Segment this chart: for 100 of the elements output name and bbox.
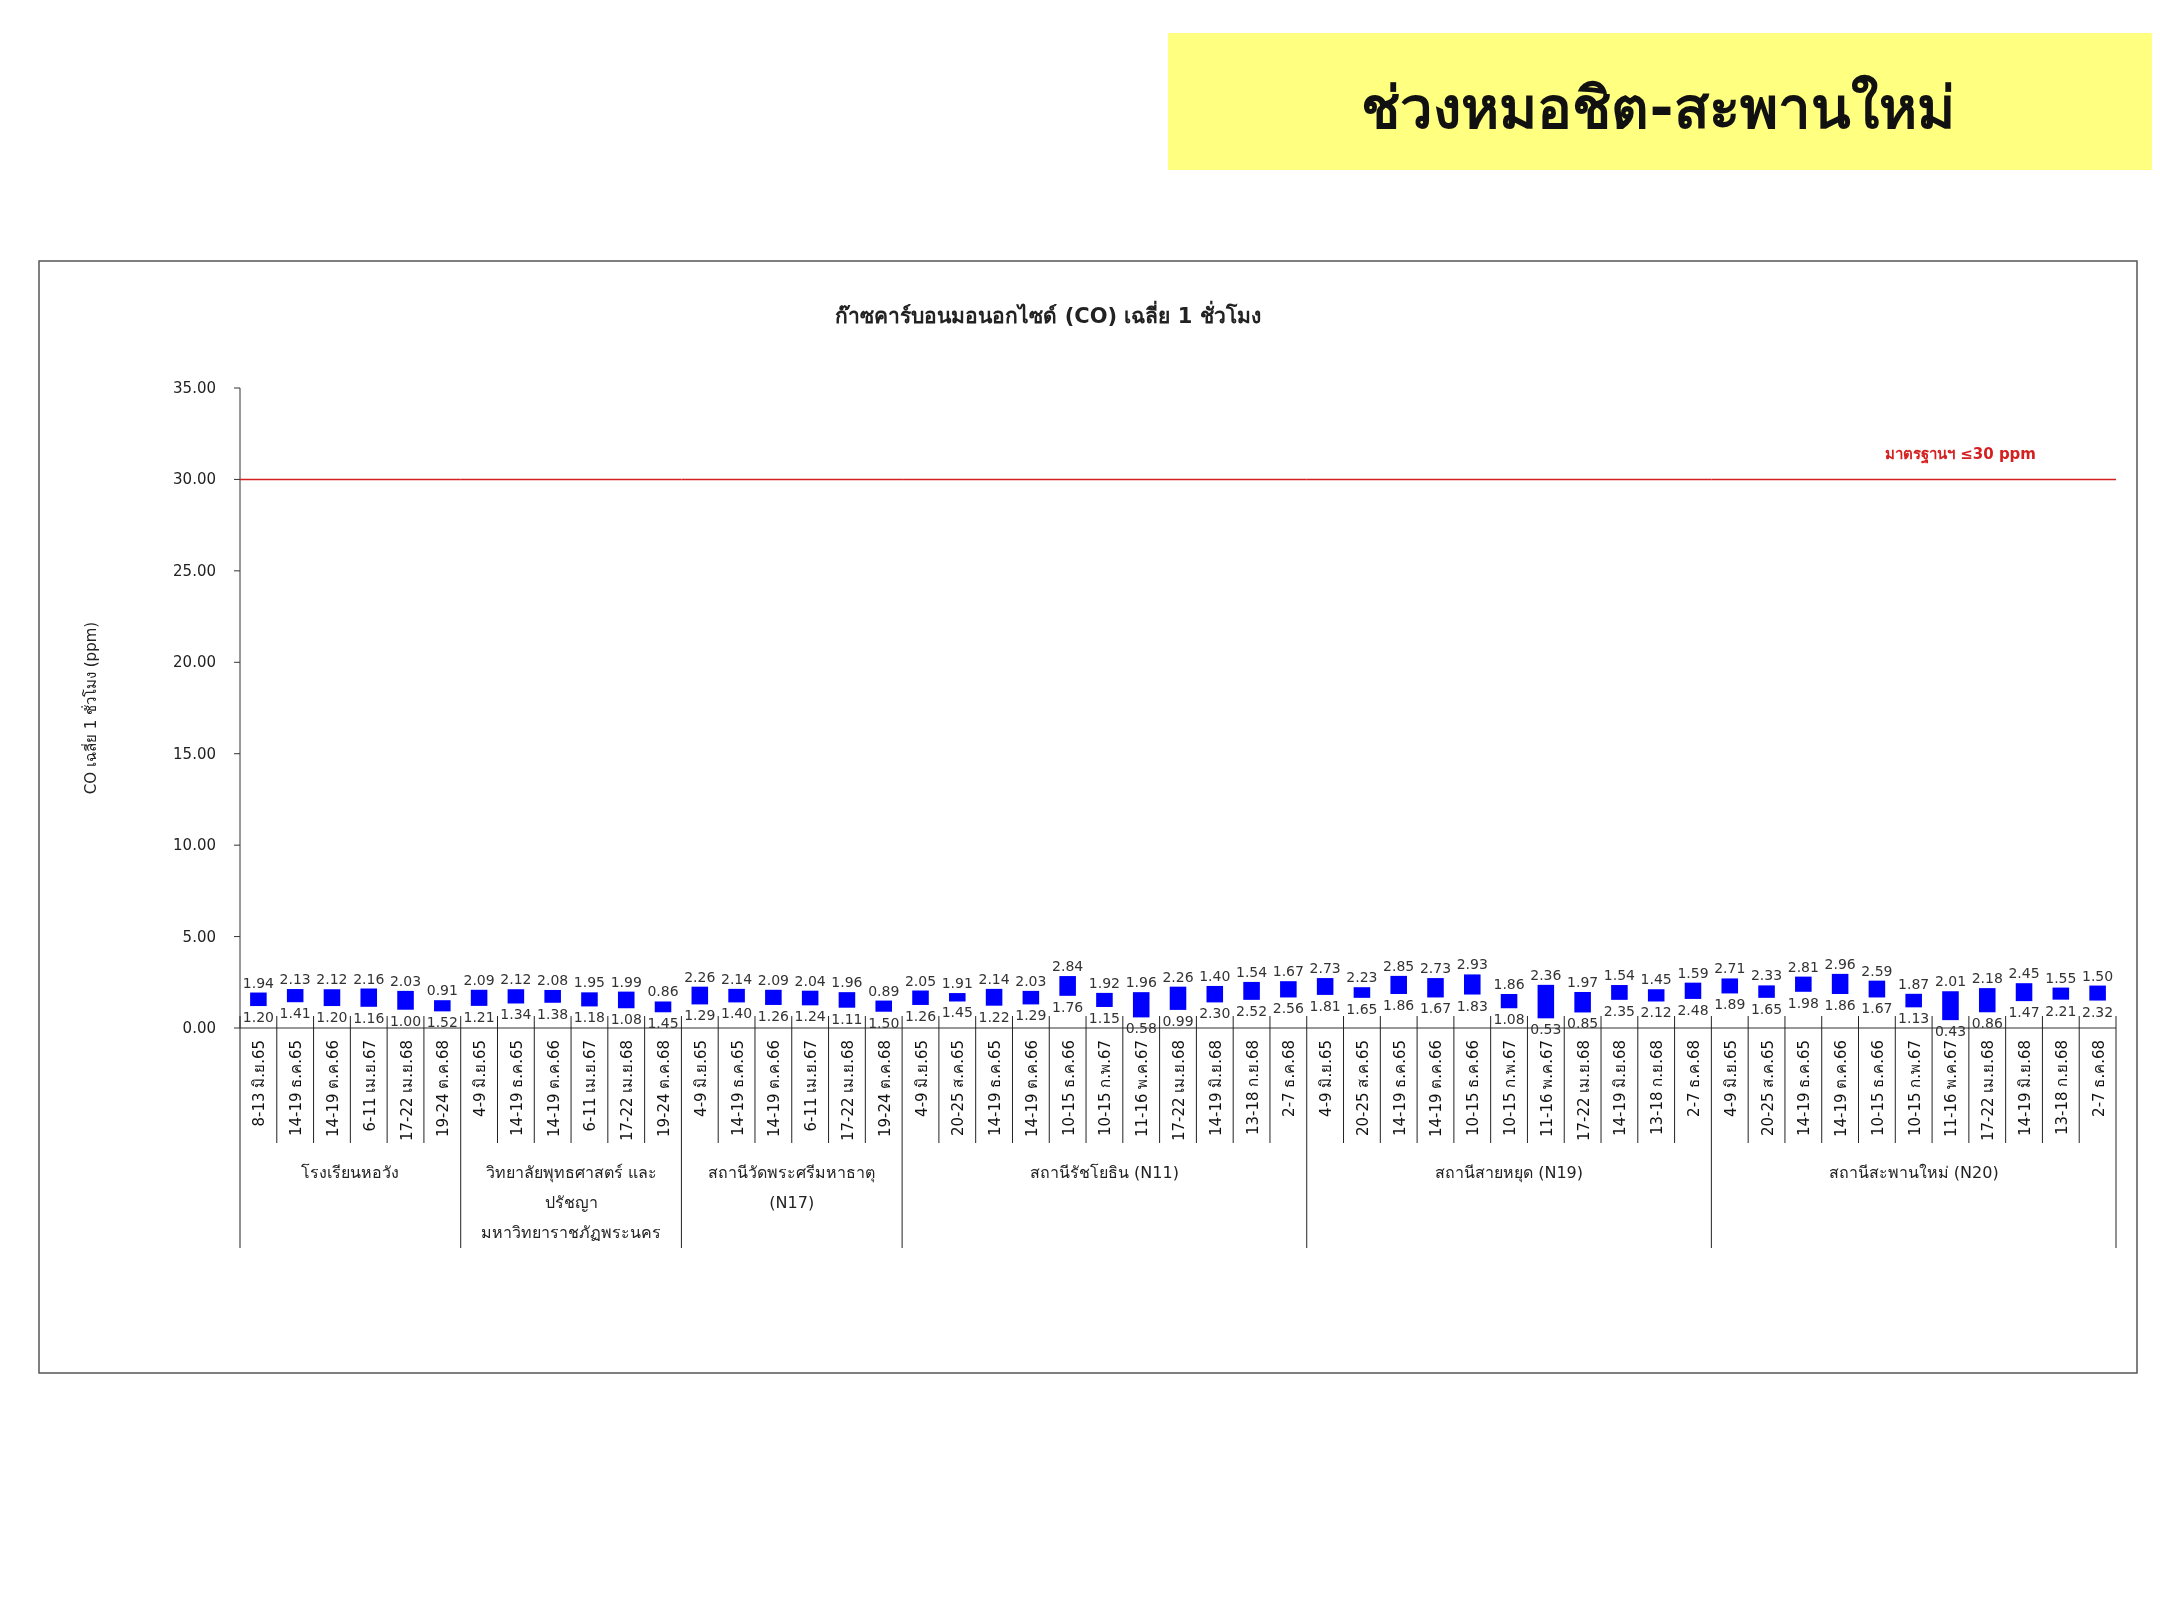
data-label: 2.73 [1309, 960, 1341, 977]
x-tick-label: 20-25 ส.ค.65 [1353, 1040, 1372, 1136]
annotation: 0.86 [1971, 1015, 2003, 1032]
data-label: 2.04 [794, 972, 826, 989]
x-tick-label: 4-9 มิ.ย.65 [1721, 1040, 1740, 1117]
x-tick-label: 17-22 เม.ย.68 [397, 1040, 416, 1141]
data-label: 0.86 [647, 983, 679, 1000]
data-label: 2.14 [978, 970, 1010, 987]
bar [544, 989, 561, 1003]
bar [765, 989, 782, 1005]
data-label: 1.96 [1125, 974, 1157, 991]
y-tick-label: 20.00 [173, 653, 216, 672]
data-label: 1.87 [1898, 975, 1930, 992]
x-tick-label: 10-15 ธ.ค.66 [1464, 1040, 1483, 1136]
bar [2015, 983, 2033, 1002]
annotation: 1.29 [1015, 1007, 1047, 1024]
annotation: 1.83 [1456, 997, 1488, 1014]
x-tick-label: 17-22 เม.ย.68 [838, 1040, 857, 1141]
x-axis-title: โรงเรียนหอวัง [301, 1163, 400, 1182]
annotation: 1.52 [426, 1014, 458, 1031]
bar [654, 1001, 672, 1013]
annotation: 1.45 [647, 1015, 679, 1032]
x-axis-title: สถานีสะพานใหม่ (N20) [1828, 1163, 1999, 1182]
bar [1464, 974, 1481, 995]
annotation: 1.38 [537, 1005, 569, 1022]
x-tick-label: 4-9 มิ.ย.65 [912, 1040, 931, 1117]
annotation: 1.21 [463, 1008, 495, 1025]
x-tick-label: 10-15 ก.พ.67 [1501, 1040, 1520, 1136]
data-label: 1.86 [1493, 975, 1525, 992]
bar [1942, 991, 1959, 1021]
bar [1721, 978, 1739, 994]
annotation: 0.85 [1567, 1015, 1599, 1032]
bar [728, 988, 745, 1003]
x-tick-label: 4-9 มิ.ย.65 [1317, 1040, 1336, 1117]
bar [1206, 985, 1224, 1003]
data-label: 1.40 [1199, 967, 1231, 984]
bar [1316, 978, 1334, 995]
bar [1096, 992, 1113, 1007]
data-label: 2.09 [757, 971, 789, 988]
data-label: 2.16 [353, 970, 385, 987]
bar [912, 990, 929, 1005]
bar [949, 993, 966, 1002]
x-tick-label: 19-24 ต.ค.68 [875, 1040, 894, 1137]
data-label: 2.03 [1015, 972, 1047, 989]
bar [1243, 981, 1260, 1000]
annotation: 1.47 [2008, 1004, 2040, 1021]
bar [838, 992, 856, 1008]
annotation: 2.30 [1199, 1005, 1231, 1022]
data-label: 2.26 [684, 968, 716, 985]
x-tick-label: 14-19 ต.ค.66 [323, 1040, 342, 1137]
x-tick-label: 14-19 มิ.ย.68 [2016, 1040, 2035, 1136]
bar [1611, 985, 1628, 1000]
annotation: 1.29 [684, 1007, 716, 1024]
annotation: 2.32 [2082, 1003, 2114, 1020]
bar [1647, 989, 1665, 1002]
y-tick-label: 15.00 [173, 744, 216, 763]
data-label: 2.85 [1383, 957, 1415, 974]
x-tick-label: 14-19 ต.ค.66 [765, 1040, 784, 1137]
x-tick-label: 8-13 มิ.ย.65 [250, 1040, 269, 1127]
data-label: 2.01 [1934, 973, 1967, 990]
data-label: 2.45 [2008, 965, 2040, 982]
bar [1574, 991, 1591, 1013]
bar [691, 986, 709, 1005]
x-tick-label: 14-19 ธ.ค.65 [986, 1040, 1005, 1136]
x-tick-label: 6-11 เม.ย.67 [581, 1040, 600, 1132]
annotation: 1.67 [1861, 1000, 1893, 1017]
data-label: 2.36 [1530, 966, 1562, 983]
data-label: 1.50 [2082, 967, 2114, 984]
x-tick-label: 14-19 ต.ค.66 [1022, 1040, 1041, 1137]
x-tick-label: 6-11 เม.ย.67 [802, 1040, 821, 1132]
x-tick-label: 6-11 เม.ย.67 [360, 1040, 379, 1132]
bar [1684, 982, 1702, 999]
data-label: 2.13 [279, 971, 311, 988]
bar [1022, 990, 1040, 1005]
annotation: 1.11 [831, 1010, 863, 1027]
annotation: 1.34 [500, 1006, 532, 1023]
annotation: 2.52 [1235, 1002, 1268, 1019]
bar [1427, 978, 1444, 998]
bar [1537, 984, 1555, 1019]
x-tick-label: 14-19 ต.ค.66 [1427, 1040, 1446, 1137]
data-label: 2.23 [1346, 969, 1378, 986]
annotation: 2.21 [2045, 1002, 2077, 1019]
x-tick-label: 10-15 ธ.ค.66 [1868, 1040, 1887, 1136]
annotation: 2.48 [1677, 1001, 1709, 1018]
bar [875, 1000, 892, 1012]
data-label: 1.97 [1567, 973, 1599, 990]
x-tick-label: 14-19 ธ.ค.65 [728, 1040, 747, 1136]
x-tick-label: 11-16 พ.ค.67 [1942, 1040, 1961, 1137]
data-label: 1.94 [242, 974, 275, 991]
x-tick-label: 4-9 มิ.ย.65 [691, 1040, 710, 1117]
data-label: 0.89 [868, 982, 900, 999]
annotation: 1.76 [1052, 998, 1084, 1015]
y-tick-label: 10.00 [173, 836, 216, 855]
bar [470, 989, 488, 1006]
bar [581, 992, 598, 1007]
annotation: 1.20 [316, 1009, 348, 1026]
x-tick-label: 14-19 ต.ค.66 [1832, 1040, 1851, 1137]
x-tick-label: 2-7 ธ.ค.68 [1684, 1040, 1703, 1117]
bar [2089, 985, 2106, 1001]
x-tick-label: 17-22 เม.ย.68 [1574, 1040, 1593, 1141]
